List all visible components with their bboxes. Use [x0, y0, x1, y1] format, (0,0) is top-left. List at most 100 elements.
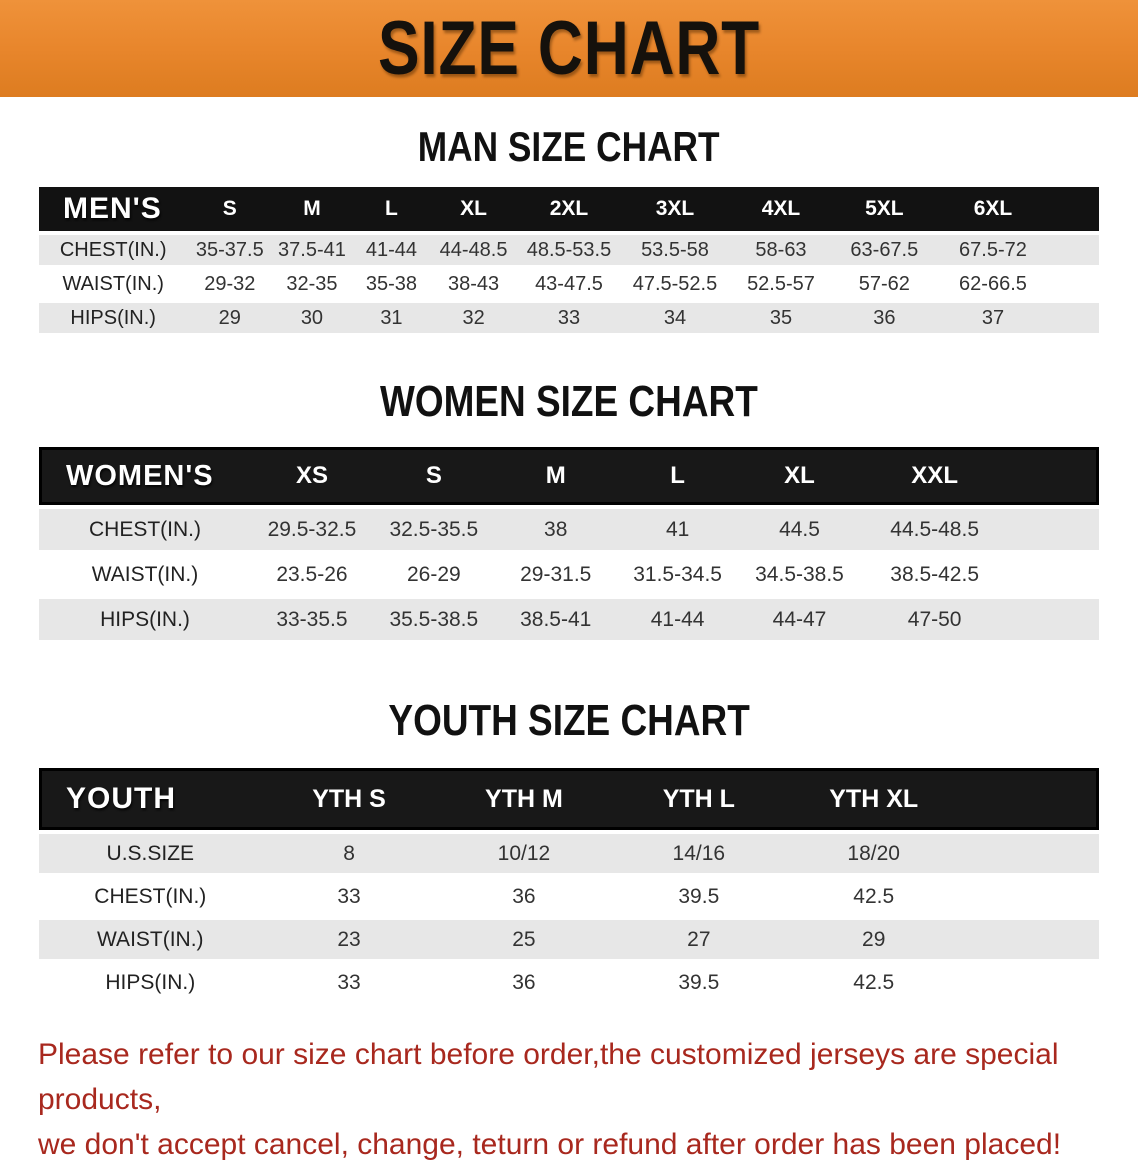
size-cell: 36 [436, 877, 612, 916]
table-row: HIPS(IN.) 33 36 39.5 42.5 [39, 963, 1099, 1002]
header-filler [1051, 187, 1099, 231]
cell-filler [961, 963, 1099, 1002]
table-row: CHEST(IN.) 35-37.5 37.5-41 41-44 44-48.5… [39, 235, 1099, 265]
size-cell: 63-67.5 [833, 235, 935, 265]
youth-section: YOUTH SIZE CHART YOUTH YTH S YTH M YTH L… [0, 696, 1138, 1006]
cell-filler [1051, 303, 1099, 333]
men-col-header: 6XL [934, 187, 1052, 231]
size-cell: 58-63 [727, 235, 834, 265]
cell-filler [961, 877, 1099, 916]
row-label: HIPS(IN.) [39, 303, 188, 333]
cell-filler [1051, 269, 1099, 299]
table-row: HIPS(IN.) 29 30 31 32 33 34 35 36 37 [39, 303, 1099, 333]
size-cell: 27 [611, 920, 787, 959]
size-cell: 39.5 [611, 963, 787, 1002]
women-section: WOMEN SIZE CHART WOMEN'S XS S M L XL XXL [0, 377, 1138, 644]
size-cell: 52.5-57 [727, 269, 834, 299]
men-col-header: 4XL [727, 187, 834, 231]
size-cell: 44-48.5 [431, 235, 516, 265]
size-cell: 42.5 [786, 877, 962, 916]
cell-filler [1008, 509, 1099, 550]
row-label: U.S.SIZE [39, 834, 262, 873]
men-section-heading: MAN SIZE CHART [0, 123, 1138, 171]
youth-col-header: YTH XL [786, 768, 962, 830]
table-row: WAIST(IN.) 23 25 27 29 [39, 920, 1099, 959]
size-cell: 53.5-58 [621, 235, 728, 265]
size-cell: 38.5-42.5 [860, 554, 1009, 595]
row-label: WAIST(IN.) [39, 920, 262, 959]
women-col-header: XS [251, 447, 373, 505]
size-cell: 10/12 [436, 834, 612, 873]
row-label: WAIST(IN.) [39, 269, 188, 299]
youth-table-header-row: YOUTH YTH S YTH M YTH L YTH XL [39, 768, 1099, 830]
youth-size-table: YOUTH YTH S YTH M YTH L YTH XL U.S.SIZE … [39, 764, 1099, 1006]
row-label: HIPS(IN.) [39, 599, 251, 640]
size-cell: 48.5-53.5 [515, 235, 622, 265]
size-cell: 37.5-41 [272, 235, 352, 265]
men-col-header: S [187, 187, 273, 231]
size-cell: 42.5 [786, 963, 962, 1002]
size-cell: 43-47.5 [515, 269, 622, 299]
size-cell: 35-38 [351, 269, 432, 299]
women-section-heading: WOMEN SIZE CHART [0, 377, 1138, 427]
table-row: U.S.SIZE 8 10/12 14/16 18/20 [39, 834, 1099, 873]
size-cell: 41 [616, 509, 739, 550]
size-cell: 38 [494, 509, 617, 550]
cell-filler [1008, 554, 1099, 595]
men-col-header: 2XL [515, 187, 622, 231]
size-cell: 33-35.5 [251, 599, 373, 640]
men-col-header: M [272, 187, 352, 231]
size-cell: 32.5-35.5 [372, 509, 495, 550]
size-cell: 44.5 [738, 509, 861, 550]
size-cell: 30 [272, 303, 352, 333]
women-size-table: WOMEN'S XS S M L XL XXL CHEST(IN.) 29.5-… [39, 443, 1099, 644]
women-col-header: XL [738, 447, 861, 505]
size-cell: 29-31.5 [494, 554, 617, 595]
cell-filler [1008, 599, 1099, 640]
size-cell: 14/16 [611, 834, 787, 873]
youth-table-title: YOUTH [39, 768, 262, 830]
size-cell: 31 [351, 303, 432, 333]
women-col-header: XXL [860, 447, 1009, 505]
size-cell: 29 [187, 303, 273, 333]
men-col-header: L [351, 187, 432, 231]
table-row: WAIST(IN.) 29-32 32-35 35-38 38-43 43-47… [39, 269, 1099, 299]
cell-filler [1051, 235, 1099, 265]
table-row: CHEST(IN.) 29.5-32.5 32.5-35.5 38 41 44.… [39, 509, 1099, 550]
size-cell: 41-44 [351, 235, 432, 265]
size-cell: 38.5-41 [494, 599, 617, 640]
size-cell: 32-35 [272, 269, 352, 299]
header-filler [961, 768, 1099, 830]
row-label: CHEST(IN.) [39, 235, 188, 265]
size-cell: 8 [261, 834, 437, 873]
size-cell: 33 [261, 963, 437, 1002]
cell-filler [961, 920, 1099, 959]
youth-col-header: YTH M [436, 768, 612, 830]
women-table-title: WOMEN'S [39, 447, 251, 505]
size-cell: 39.5 [611, 877, 787, 916]
disclaimer-line-2: we don't accept cancel, change, teturn o… [38, 1128, 1062, 1161]
size-cell: 29.5-32.5 [251, 509, 373, 550]
table-row: CHEST(IN.) 33 36 39.5 42.5 [39, 877, 1099, 916]
youth-section-heading-text: YOUTH SIZE CHART [388, 696, 750, 745]
size-cell: 44-47 [738, 599, 861, 640]
women-col-header: M [494, 447, 617, 505]
size-cell: 35 [727, 303, 834, 333]
size-cell: 32 [431, 303, 516, 333]
row-label: HIPS(IN.) [39, 963, 262, 1002]
row-label: CHEST(IN.) [39, 509, 251, 550]
size-cell: 47-50 [860, 599, 1009, 640]
size-cell: 57-62 [833, 269, 935, 299]
size-cell: 44.5-48.5 [860, 509, 1009, 550]
women-section-heading-text: WOMEN SIZE CHART [380, 377, 758, 426]
men-col-header: 5XL [833, 187, 935, 231]
size-cell: 37 [934, 303, 1052, 333]
men-col-header: 3XL [621, 187, 728, 231]
men-table-header-row: MEN'S S M L XL 2XL 3XL 4XL 5XL 6XL [39, 187, 1099, 231]
youth-section-heading: YOUTH SIZE CHART [0, 696, 1138, 746]
disclaimer-line-1: Please refer to our size chart before or… [38, 1038, 1059, 1116]
size-cell: 38-43 [431, 269, 516, 299]
row-label: CHEST(IN.) [39, 877, 262, 916]
size-cell: 47.5-52.5 [621, 269, 728, 299]
women-col-header: L [616, 447, 739, 505]
